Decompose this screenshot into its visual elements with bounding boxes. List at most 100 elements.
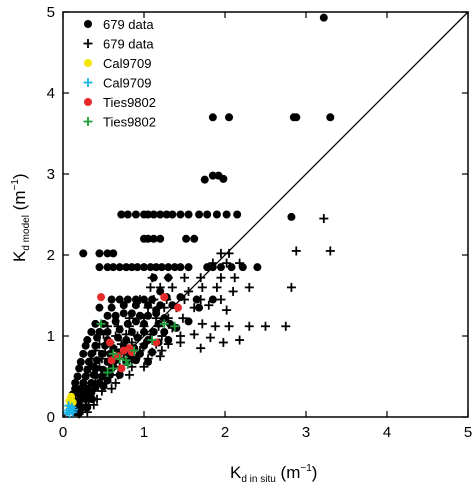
- data-point: [261, 321, 270, 331]
- x-tick-label: 5: [464, 424, 472, 441]
- data-point: [180, 273, 189, 283]
- data-point: [168, 210, 177, 219]
- y-tick-label: 3: [47, 166, 55, 183]
- data-point: [233, 210, 242, 219]
- data-point: [87, 327, 96, 336]
- data-point: [184, 286, 194, 296]
- data-point: [95, 303, 104, 312]
- x-axis-title-main: K: [230, 463, 242, 482]
- data-point: [123, 210, 132, 219]
- data-point: [156, 234, 165, 243]
- data-point: [103, 263, 112, 272]
- data-point: [90, 346, 100, 356]
- data-point: [163, 273, 173, 283]
- legend-label: Ties9802: [103, 115, 156, 130]
- data-point: [100, 347, 110, 357]
- data-point: [103, 321, 113, 331]
- y-axis-title: Kd model (m−1): [10, 173, 32, 262]
- data-point: [109, 249, 118, 258]
- data-point: [117, 364, 126, 373]
- legend-marker: [83, 117, 93, 126]
- data-point: [203, 263, 212, 272]
- y-axis-title-unit: (m: [10, 191, 29, 211]
- data-point: [189, 303, 199, 313]
- data-point: [319, 13, 328, 22]
- x-axis-title-exp: −1: [300, 463, 312, 474]
- y-tick-label: 4: [47, 85, 55, 102]
- data-point: [212, 282, 222, 292]
- data-point: [147, 335, 157, 345]
- data-point: [163, 313, 173, 323]
- data-point: [286, 282, 296, 292]
- data-point: [164, 263, 173, 272]
- x-tick-label: 0: [59, 424, 67, 441]
- data-point: [174, 303, 183, 312]
- data-point: [71, 378, 80, 387]
- data-point: [157, 346, 167, 356]
- data-point: [154, 321, 164, 331]
- data-point: [227, 263, 236, 272]
- data-point: [152, 263, 161, 272]
- data-point: [219, 174, 228, 183]
- data-point: [62, 408, 72, 418]
- data-point: [139, 321, 149, 331]
- data-point: [155, 351, 165, 361]
- data-point: [115, 295, 124, 304]
- data-point: [97, 293, 106, 302]
- data-point: [113, 370, 123, 380]
- data-point: [291, 246, 301, 256]
- data-point: [115, 263, 124, 272]
- data-point: [133, 263, 142, 272]
- data-point: [224, 321, 234, 331]
- data-point: [170, 321, 180, 331]
- data-point: [204, 300, 214, 310]
- legend-marker: [83, 39, 93, 48]
- data-point: [287, 212, 296, 221]
- series-0: [67, 13, 335, 417]
- y-axis-title-close: ): [10, 173, 29, 179]
- data-point: [235, 335, 245, 345]
- data-point: [208, 295, 217, 304]
- data-point: [195, 303, 204, 312]
- data-point: [111, 378, 121, 388]
- data-point: [176, 210, 185, 219]
- data-point: [216, 263, 225, 272]
- data-point: [107, 384, 117, 394]
- data-point: [196, 343, 206, 353]
- data-point: [121, 355, 131, 365]
- data-point: [113, 321, 123, 331]
- x-axis-title-close: ): [312, 463, 318, 482]
- data-point: [73, 372, 82, 381]
- data-point: [95, 263, 104, 272]
- data-point: [91, 319, 100, 328]
- data-point: [84, 362, 94, 372]
- series-5: [96, 319, 180, 377]
- data-point: [235, 258, 245, 268]
- data-point: [222, 258, 232, 268]
- y-tick-label: 1: [47, 328, 55, 345]
- y-tick-label: 0: [47, 409, 55, 426]
- data-point: [143, 354, 153, 364]
- data-point: [197, 282, 207, 292]
- data-point: [131, 301, 140, 310]
- data-point: [107, 303, 116, 312]
- data-point: [152, 306, 161, 315]
- legend-item: Cal9709: [83, 76, 151, 91]
- data-point: [82, 407, 92, 417]
- data-point: [123, 359, 133, 369]
- data-point: [200, 175, 209, 184]
- data-point: [131, 210, 140, 219]
- x-axis-title-sub: d in situ: [241, 474, 275, 485]
- data-point: [208, 258, 218, 268]
- data-point: [79, 249, 88, 258]
- data-point: [244, 321, 254, 331]
- data-point: [119, 301, 128, 310]
- data-point: [94, 362, 104, 372]
- data-point: [224, 248, 234, 258]
- legend-label: Cal9709: [103, 56, 151, 71]
- data-point: [99, 329, 108, 339]
- data-point: [131, 354, 141, 364]
- legend-label: Cal9709: [103, 76, 151, 91]
- data-point: [108, 349, 118, 359]
- data-point: [145, 282, 155, 292]
